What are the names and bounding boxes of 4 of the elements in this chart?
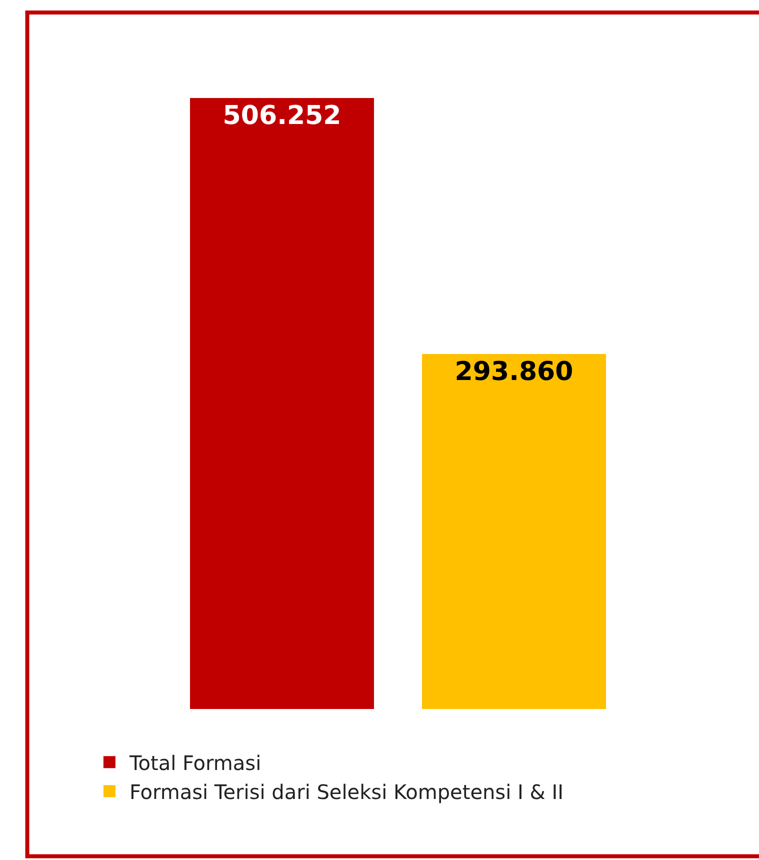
legend-label: Total Formasi bbox=[128, 750, 262, 775]
legend-label: Formasi Terisi dari Seleksi Kompetensi I & II bbox=[129, 780, 564, 804]
data-label: 293.860 bbox=[454, 357, 574, 387]
data-label: 506.252 bbox=[222, 101, 342, 131]
